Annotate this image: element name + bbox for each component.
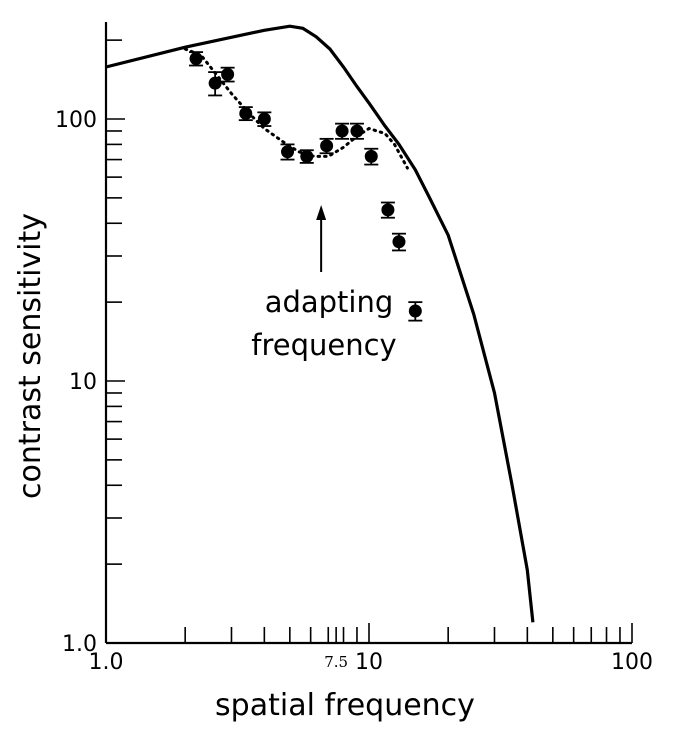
x-tick-label: 100 bbox=[611, 650, 653, 675]
y-tick-label: 100 bbox=[55, 108, 97, 133]
data-point bbox=[239, 106, 253, 120]
data-point bbox=[300, 149, 314, 163]
data-point bbox=[281, 145, 295, 159]
data-point bbox=[320, 139, 334, 153]
tick-labels: 1.0 10 100 1.0 7.5 10 100 bbox=[55, 108, 653, 675]
annotation-arrowhead bbox=[316, 205, 327, 220]
x-tick-label: 10 bbox=[355, 650, 383, 675]
x-tick-label: 1.0 bbox=[89, 650, 124, 675]
data-point bbox=[381, 203, 395, 217]
y-tick-label: 1.0 bbox=[62, 632, 97, 657]
annotation-text-line2: frequency bbox=[251, 328, 396, 362]
ticks bbox=[105, 39, 633, 644]
data-point bbox=[364, 149, 378, 163]
data-point bbox=[350, 124, 364, 138]
data-point bbox=[208, 76, 222, 90]
y-axis-title: contrast sensitivity bbox=[13, 213, 48, 499]
data-points bbox=[189, 51, 423, 322]
data-point bbox=[408, 304, 422, 318]
data-point bbox=[189, 52, 203, 66]
data-point bbox=[392, 235, 406, 249]
annotation-text-line1: adapting bbox=[265, 285, 394, 319]
x-axis-title: spatial frequency bbox=[215, 688, 475, 723]
x-tick-label: 7.5 bbox=[324, 653, 348, 671]
y-tick-label: 10 bbox=[69, 370, 97, 395]
data-point bbox=[257, 112, 271, 126]
data-point bbox=[221, 67, 235, 81]
curves bbox=[105, 24, 535, 623]
solid-curve bbox=[105, 24, 535, 623]
data-point bbox=[335, 124, 349, 138]
annotation: adapting frequency bbox=[251, 205, 397, 362]
